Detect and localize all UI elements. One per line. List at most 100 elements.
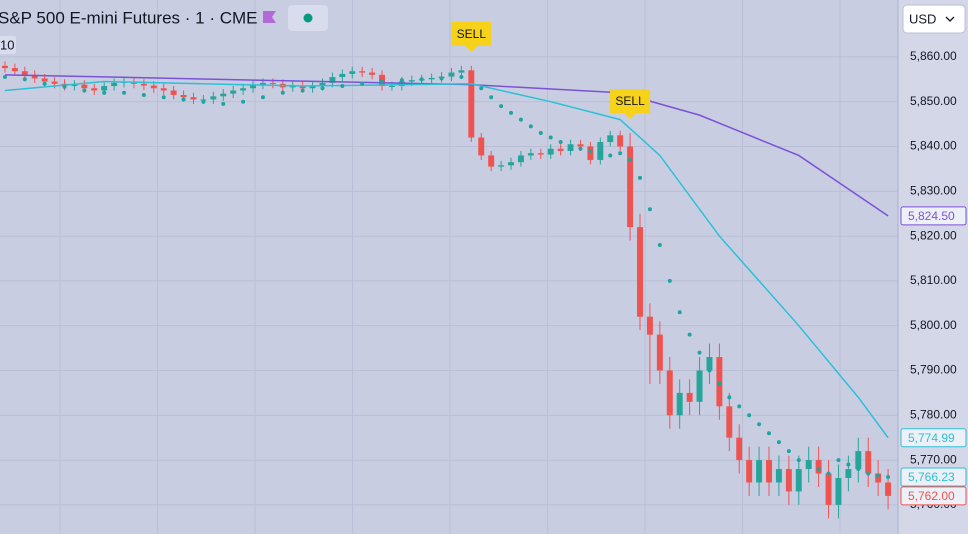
candle-body xyxy=(885,482,892,496)
candle-body xyxy=(81,84,88,89)
candle-body xyxy=(259,82,266,85)
sar-dot xyxy=(687,332,692,337)
indicator-label: 10 xyxy=(0,37,14,52)
sar-dot xyxy=(141,92,146,97)
sar-dot xyxy=(479,86,484,91)
candle-body xyxy=(140,83,147,86)
y-tick-label: 5,860.00 xyxy=(910,49,957,63)
candle-body xyxy=(468,70,475,138)
sar-dot xyxy=(300,88,305,93)
candle-body xyxy=(498,165,505,167)
candle-body xyxy=(527,153,534,156)
sar-dot xyxy=(846,462,851,467)
candle-body xyxy=(240,88,247,91)
price-label: 5,774.99 xyxy=(908,431,955,445)
candle-body xyxy=(766,460,772,483)
currency[interactable]: USD xyxy=(909,11,936,26)
candle-body xyxy=(71,84,78,87)
candle-body xyxy=(676,392,683,416)
sar-dot xyxy=(538,131,543,136)
sar-dot xyxy=(221,101,226,106)
candle-body xyxy=(448,72,455,77)
candle-body xyxy=(269,82,276,84)
sar-dot xyxy=(647,207,652,212)
candle-body xyxy=(11,68,18,72)
sar-dot xyxy=(201,99,206,104)
candle-body xyxy=(369,72,376,75)
sar-dot xyxy=(856,467,861,472)
sar-dot xyxy=(727,395,732,400)
sar-dot xyxy=(757,422,762,427)
candle-body xyxy=(250,84,257,89)
sar-dot xyxy=(608,153,613,158)
candle-body xyxy=(299,86,306,89)
candle-body xyxy=(488,155,495,167)
candle-body xyxy=(51,81,58,84)
sar-dot xyxy=(836,458,841,463)
sar-dot xyxy=(459,75,464,80)
candle-body xyxy=(875,473,882,483)
candle-body xyxy=(349,71,356,74)
sar-dot xyxy=(677,310,682,315)
sar-dot xyxy=(767,431,772,436)
candle-body xyxy=(230,90,237,94)
sar-dot xyxy=(419,77,424,82)
candle-body xyxy=(458,70,465,73)
flag-icon xyxy=(263,11,276,23)
sar-dot xyxy=(667,278,672,283)
candle-body xyxy=(716,357,723,407)
y-tick-label: 5,810.00 xyxy=(910,273,957,287)
candle-body xyxy=(41,78,48,82)
candle-body xyxy=(359,71,366,73)
indicator-box xyxy=(0,36,16,54)
sar-dot xyxy=(618,151,623,156)
candle-body xyxy=(31,74,38,79)
sar-dot xyxy=(181,97,186,102)
sar-dot xyxy=(598,151,603,156)
sar-dot xyxy=(747,413,752,418)
sar-dot xyxy=(62,84,67,89)
y-tick-label: 5,800.00 xyxy=(910,318,957,332)
candle-body xyxy=(101,86,108,91)
sar-dot xyxy=(657,243,662,248)
currency-button[interactable] xyxy=(902,4,966,34)
candle-body xyxy=(815,460,822,474)
sar-dot xyxy=(489,95,494,100)
candle-body xyxy=(220,93,227,97)
sar-dot xyxy=(886,474,891,479)
candle-body xyxy=(597,142,604,160)
candle-body xyxy=(388,86,395,88)
sar-dot xyxy=(280,90,285,95)
candle-body xyxy=(537,153,544,155)
candle-body xyxy=(309,86,316,89)
sar-dot xyxy=(102,90,107,95)
candle-body xyxy=(478,137,485,156)
candle-body xyxy=(21,71,28,75)
sar-dot xyxy=(707,368,712,373)
sar-dot xyxy=(509,110,514,115)
candle-body xyxy=(160,88,167,91)
sar-dot xyxy=(518,117,523,122)
price-label-box xyxy=(900,486,967,506)
candle-body xyxy=(666,370,673,416)
sar-dot xyxy=(548,135,553,140)
sar-dot xyxy=(499,104,504,109)
sar-dot xyxy=(22,77,27,82)
candle-body xyxy=(686,392,693,402)
candle-body xyxy=(329,77,336,83)
candle-body xyxy=(547,148,554,155)
candle-body xyxy=(627,146,634,228)
sar-dot xyxy=(360,81,365,86)
sell-label: SELL xyxy=(615,94,645,108)
sar-dot xyxy=(260,95,265,100)
candle-body xyxy=(845,469,852,479)
y-tick-label: 5,790.00 xyxy=(910,363,957,377)
y-tick-label: 5,780.00 xyxy=(910,407,957,421)
moving-average xyxy=(4,80,889,439)
price-label-box xyxy=(900,467,967,487)
dropdown-icon[interactable] xyxy=(945,16,955,22)
candle-body xyxy=(1,65,8,69)
candle-body xyxy=(557,148,564,151)
sar-dot xyxy=(776,440,781,445)
